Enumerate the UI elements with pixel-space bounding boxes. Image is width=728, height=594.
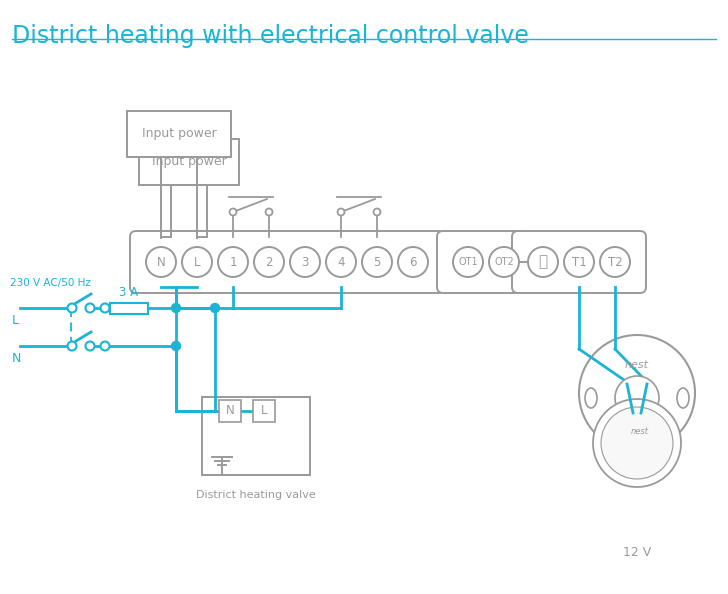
Circle shape [601, 407, 673, 479]
Text: N: N [226, 405, 234, 418]
Text: 4: 4 [337, 255, 345, 268]
Circle shape [564, 247, 594, 277]
Circle shape [100, 342, 109, 350]
Circle shape [600, 247, 630, 277]
Circle shape [579, 335, 695, 451]
Circle shape [218, 247, 248, 277]
Text: 3: 3 [301, 255, 309, 268]
Text: Input power: Input power [142, 128, 216, 141]
Bar [110, 302, 148, 314]
Text: nest: nest [625, 360, 649, 370]
Circle shape [100, 304, 109, 312]
Circle shape [326, 247, 356, 277]
Text: 12 V: 12 V [623, 545, 651, 558]
Text: 1: 1 [229, 255, 237, 268]
Circle shape [182, 247, 212, 277]
Text: T2: T2 [608, 255, 622, 268]
Circle shape [85, 304, 95, 312]
Circle shape [85, 342, 95, 350]
Text: N: N [157, 255, 165, 268]
Circle shape [172, 304, 181, 312]
Text: L: L [261, 405, 267, 418]
Bar [127, 111, 231, 157]
Circle shape [362, 247, 392, 277]
Ellipse shape [585, 388, 597, 408]
Circle shape [68, 342, 76, 350]
Circle shape [290, 247, 320, 277]
Circle shape [398, 247, 428, 277]
Circle shape [254, 247, 284, 277]
Text: OT1: OT1 [458, 257, 478, 267]
Text: nest: nest [631, 426, 649, 435]
Circle shape [338, 208, 344, 216]
Bar [202, 397, 310, 475]
Text: 3 A: 3 A [119, 286, 138, 299]
Circle shape [229, 208, 237, 216]
Text: 6: 6 [409, 255, 416, 268]
Circle shape [68, 304, 76, 312]
Bar [253, 400, 275, 422]
FancyBboxPatch shape [437, 231, 535, 293]
Ellipse shape [677, 388, 689, 408]
Circle shape [453, 247, 483, 277]
Text: ⏚: ⏚ [539, 254, 547, 270]
Circle shape [593, 399, 681, 487]
Text: N: N [12, 352, 21, 365]
Circle shape [266, 208, 272, 216]
Circle shape [528, 247, 558, 277]
Text: L: L [12, 314, 19, 327]
Circle shape [373, 208, 381, 216]
Text: Input power: Input power [151, 156, 226, 169]
Text: District heating valve: District heating valve [196, 490, 316, 500]
FancyBboxPatch shape [130, 231, 444, 293]
FancyBboxPatch shape [512, 231, 646, 293]
Text: 2: 2 [265, 255, 273, 268]
Circle shape [615, 376, 659, 420]
Text: District heating with electrical control valve: District heating with electrical control… [12, 24, 529, 48]
Text: T1: T1 [571, 255, 586, 268]
Text: 230 V AC/50 Hz: 230 V AC/50 Hz [10, 278, 91, 288]
Bar [219, 400, 241, 422]
Text: OT2: OT2 [494, 257, 514, 267]
Circle shape [210, 304, 220, 312]
Circle shape [146, 247, 176, 277]
Circle shape [172, 342, 181, 350]
Circle shape [489, 247, 519, 277]
Text: L: L [194, 255, 200, 268]
Text: 5: 5 [373, 255, 381, 268]
Bar [139, 139, 239, 185]
